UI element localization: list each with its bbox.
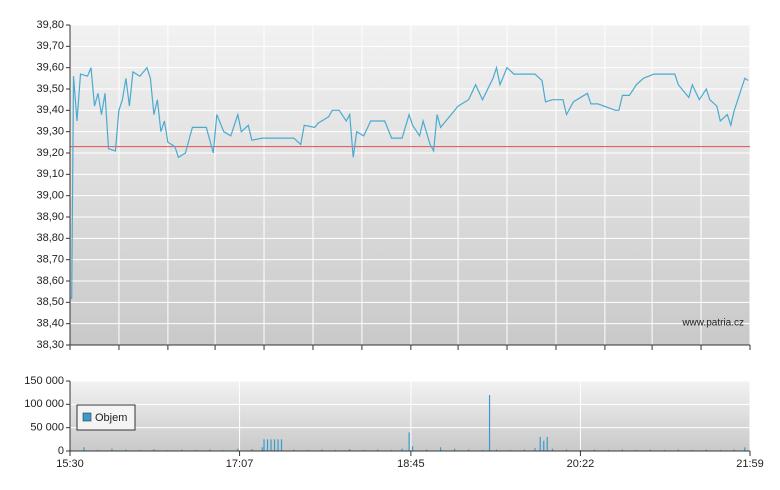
volume-bar <box>125 449 127 451</box>
y-tick-label: 0 <box>58 445 64 457</box>
volume-bar <box>495 449 498 451</box>
volume-bar <box>401 448 403 451</box>
plot-area <box>70 381 750 451</box>
volume-bar <box>251 449 253 451</box>
volume-bar <box>744 447 746 451</box>
volume-bar <box>705 449 707 451</box>
x-tick-label: 15:30 <box>56 458 84 470</box>
volume-bar <box>321 449 323 451</box>
volume-bar <box>349 449 351 451</box>
watermark: www.patria.cz <box>681 318 744 329</box>
volume-bar <box>181 449 183 451</box>
volume-bar <box>539 437 541 451</box>
volume-bar <box>439 447 442 451</box>
y-tick-label: 38,90 <box>36 211 64 223</box>
volume-bar <box>209 449 211 451</box>
volume-bar <box>280 439 283 451</box>
y-tick-label: 150 000 <box>24 375 64 387</box>
volume-bar <box>677 449 679 451</box>
volume-bar <box>111 448 113 451</box>
y-tick-label: 100 000 <box>24 398 64 410</box>
volume-bar <box>83 447 85 451</box>
x-tick-label: 20:22 <box>567 458 595 470</box>
volume-bar <box>426 449 428 451</box>
y-tick-label: 38,60 <box>36 275 64 287</box>
volume-bar <box>565 449 568 451</box>
x-tick-label: 17:07 <box>226 458 254 470</box>
volume-bar <box>408 432 410 451</box>
y-tick-label: 38,70 <box>36 254 64 266</box>
y-tick-label: 38,40 <box>36 318 64 330</box>
y-tick-label: 38,30 <box>36 339 64 351</box>
volume-bar <box>534 448 536 451</box>
volume-bar <box>649 449 651 451</box>
volume-bar <box>467 449 470 451</box>
y-tick-label: 39,80 <box>36 19 64 31</box>
volume-bar <box>261 447 263 451</box>
y-tick-label: 39,50 <box>36 83 64 95</box>
volume-bar <box>523 449 526 451</box>
volume-bar <box>270 439 272 451</box>
volume-bar <box>293 449 295 451</box>
volume-bar <box>551 448 554 451</box>
volume-bar <box>453 448 456 451</box>
volume-bar <box>377 449 379 451</box>
volume-bar <box>277 439 279 451</box>
volume-bar <box>546 437 548 451</box>
y-tick-label: 38,50 <box>36 296 64 308</box>
price-line <box>70 65 749 299</box>
y-tick-label: 39,30 <box>36 126 64 138</box>
volume-bar <box>543 440 545 451</box>
legend-label: Objem <box>95 412 127 424</box>
volume-bar <box>237 448 239 451</box>
y-tick-label: 39,20 <box>36 147 64 159</box>
volume-bar <box>412 446 414 451</box>
volume-bar <box>488 395 491 451</box>
plot-area <box>70 25 750 345</box>
volume-bar <box>263 439 265 451</box>
legend-swatch <box>82 412 92 422</box>
y-tick-label: 38,80 <box>36 232 64 244</box>
y-tick-label: 39,60 <box>36 62 64 74</box>
volume-bar <box>733 449 735 451</box>
volume-bar <box>266 439 269 451</box>
y-tick-label: 50 000 <box>30 422 64 434</box>
volume-bar <box>153 449 155 451</box>
y-tick-label: 39,00 <box>36 190 64 202</box>
x-tick-label: 21:59 <box>736 458 764 470</box>
volume-bar <box>621 449 623 451</box>
y-tick-label: 39,10 <box>36 168 64 180</box>
y-tick-label: 39,70 <box>36 40 64 52</box>
x-tick-label: 18:45 <box>397 458 425 470</box>
volume-bar <box>273 439 276 451</box>
y-tick-label: 39,40 <box>36 104 64 116</box>
volume-bar <box>593 449 596 451</box>
